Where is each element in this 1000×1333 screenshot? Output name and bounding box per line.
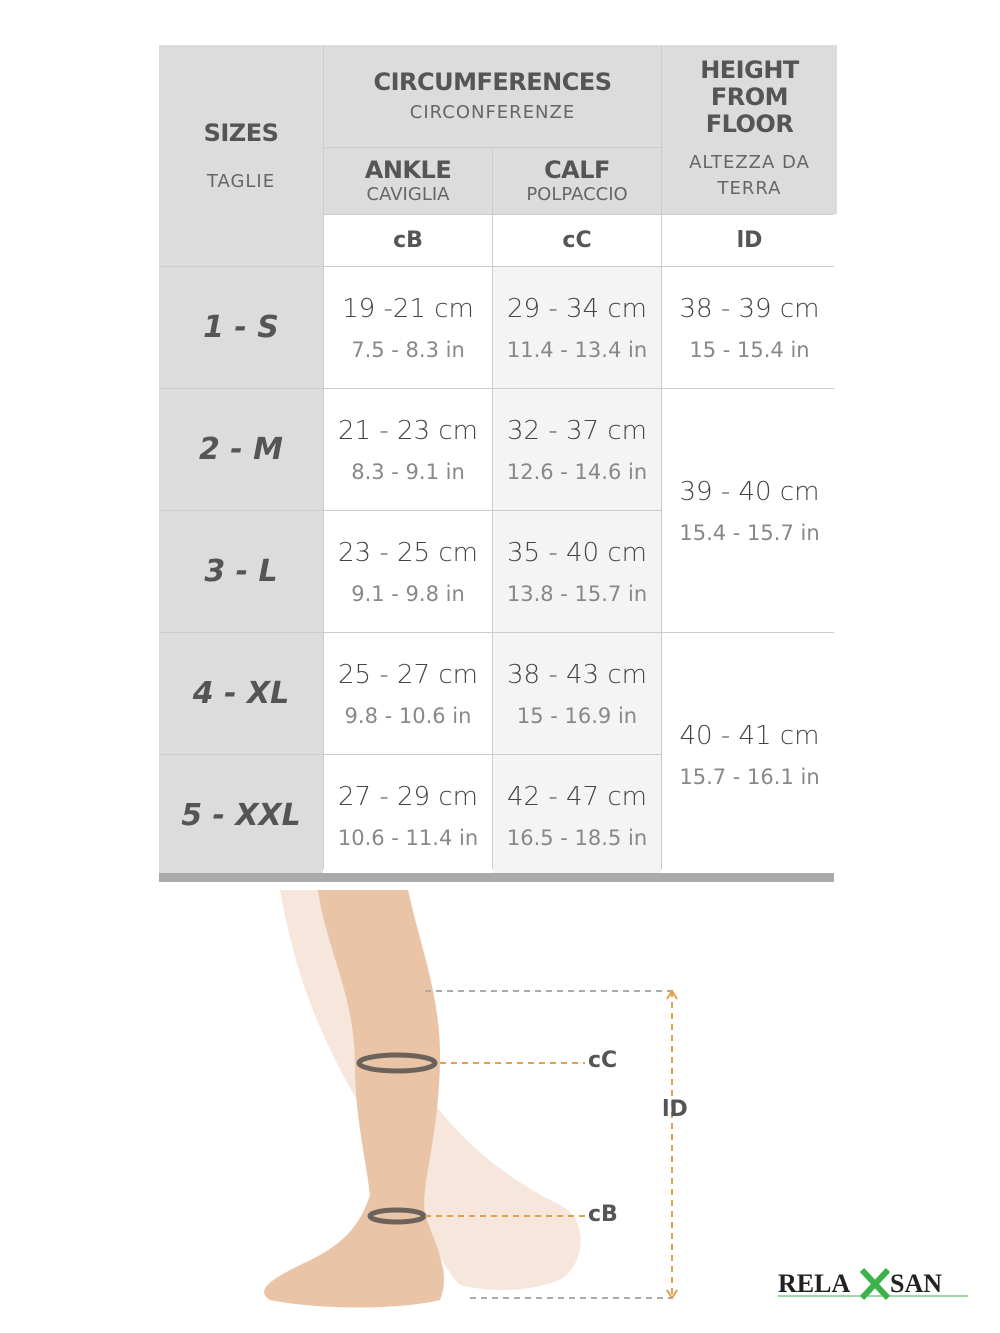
ankle-cm: 19 -21 cm: [342, 293, 474, 324]
ankle-in: 9.1 - 9.8 in: [351, 581, 465, 606]
calf-in: 16.5 - 18.5 in: [506, 825, 648, 850]
calf-ring: [356, 1052, 438, 1074]
sizes-header: SIZES TAGLIE: [159, 45, 323, 266]
ankle-cell: 25 - 27 cm 9.8 - 10.6 in: [324, 633, 492, 754]
height-in: 15.7 - 16.1 in: [679, 764, 820, 789]
size-label: 1 - S: [159, 267, 323, 388]
calf-cm: 32 - 37 cm: [507, 415, 647, 446]
calf-header: CALF POLPACCIO: [493, 148, 661, 214]
height-cell: 39 - 40 cm 15.4 - 15.7 in: [662, 389, 837, 632]
height-cell: 40 - 41 cm 15.7 - 16.1 in: [662, 633, 837, 876]
relaxsan-logo: RELA SAN: [778, 1262, 970, 1302]
arrow-icon: [666, 989, 678, 1300]
calf-cm: 35 - 40 cm: [507, 537, 647, 568]
ankle-cm: 25 - 27 cm: [338, 659, 478, 690]
ankle-label: cB: [588, 1202, 618, 1227]
calf-in: 13.8 - 15.7 in: [506, 581, 648, 606]
ankle-title: ANKLE: [364, 156, 452, 184]
calf-in: 11.4 - 13.4 in: [506, 337, 648, 362]
circ-title-it: CIRCONFERENZE: [409, 102, 576, 123]
divider-bar: [159, 873, 834, 882]
calf-in: 15 - 16.9 in: [516, 703, 638, 728]
size-label: 4 - XL: [159, 633, 323, 754]
front-leg: [264, 890, 445, 1308]
height-title-it: ALTEZZA DA TERRA: [689, 152, 810, 199]
height-cm: 38 - 39 cm: [679, 293, 820, 324]
height-title: HEIGHT FROM FLOOR: [700, 56, 799, 138]
calf-cell: 32 - 37 cm 12.6 - 14.6 in: [493, 389, 661, 510]
calf-cell: 42 - 47 cm 16.5 - 18.5 in: [493, 755, 661, 876]
calf-in: 12.6 - 14.6 in: [506, 459, 648, 484]
height-cell: 38 - 39 cm 15 - 15.4 in: [662, 267, 837, 388]
calf-label: cC: [588, 1048, 618, 1073]
size-label: 2 - M: [159, 389, 323, 510]
calf-cell: 29 - 34 cm 11.4 - 13.4 in: [493, 267, 661, 388]
ankle-cm: 21 - 23 cm: [338, 415, 478, 446]
calf-cm: 42 - 47 cm: [507, 781, 647, 812]
measure-lines: [425, 990, 673, 1299]
ankle-cm: 23 - 25 cm: [338, 537, 478, 568]
calf-cell: 38 - 43 cm 15 - 16.9 in: [493, 633, 661, 754]
logo-graphic: RELA SAN: [778, 1267, 968, 1301]
code-cb: cB: [324, 215, 492, 266]
circ-title: CIRCUMFERENCES: [373, 68, 612, 96]
ankle-in: 9.8 - 10.6 in: [344, 703, 472, 728]
ankle-in: 7.5 - 8.3 in: [351, 337, 465, 362]
sizes-title-it: TAGLIE: [206, 170, 276, 192]
ankle-cell: 19 -21 cm 7.5 - 8.3 in: [324, 267, 492, 388]
height-in: 15 - 15.4 in: [689, 337, 810, 362]
ankle-cm: 27 - 29 cm: [338, 781, 478, 812]
ankle-cell: 27 - 29 cm 10.6 - 11.4 in: [324, 755, 492, 876]
calf-title-it: POLPACCIO: [526, 184, 628, 205]
calf-title: CALF: [544, 156, 610, 184]
calf-cm: 38 - 43 cm: [507, 659, 647, 690]
leg-illustration: [264, 890, 678, 1308]
ankle-title-it: CAVIGLIA: [366, 184, 450, 205]
height-cm: 39 - 40 cm: [679, 476, 820, 507]
ankle-in: 10.6 - 11.4 in: [337, 825, 479, 850]
height-cm: 40 - 41 cm: [679, 720, 820, 751]
height-label: lD: [662, 1097, 688, 1122]
height-header: HEIGHT FROM FLOOR ALTEZZA DA TERRA: [662, 45, 837, 214]
code-ld: lD: [662, 215, 837, 266]
svg-text:SAN: SAN: [890, 1269, 942, 1298]
ankle-cell: 21 - 23 cm 8.3 - 9.1 in: [324, 389, 492, 510]
circumferences-header: CIRCUMFERENCES CIRCONFERENZE: [324, 45, 661, 147]
sizes-title: SIZES: [203, 118, 279, 147]
ankle-cell: 23 - 25 cm 9.1 - 9.8 in: [324, 511, 492, 632]
code-cc: cC: [493, 215, 661, 266]
size-label: 5 - XXL: [159, 755, 323, 876]
ankle-header: ANKLE CAVIGLIA: [324, 148, 492, 214]
size-chart-table: SIZES TAGLIE CIRCUMFERENCES CIRCONFERENZ…: [159, 45, 837, 876]
ankle-ring: [367, 1207, 427, 1225]
size-label: 3 - L: [159, 511, 323, 632]
svg-text:RELA: RELA: [778, 1269, 850, 1298]
calf-cell: 35 - 40 cm 13.8 - 15.7 in: [493, 511, 661, 632]
calf-cm: 29 - 34 cm: [507, 293, 647, 324]
ankle-in: 8.3 - 9.1 in: [351, 459, 465, 484]
height-in: 15.4 - 15.7 in: [679, 520, 820, 545]
